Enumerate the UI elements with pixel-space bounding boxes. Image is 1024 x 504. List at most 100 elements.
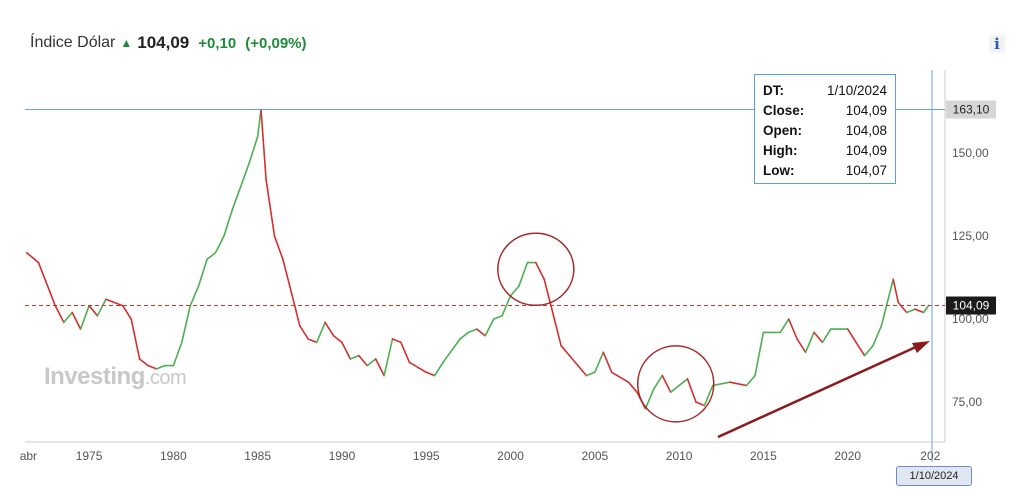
price-segment	[88, 304, 99, 317]
price-segment	[652, 374, 664, 390]
price-segment	[324, 321, 335, 337]
price-segment	[602, 351, 613, 374]
price-segment	[922, 304, 930, 314]
price-segment	[872, 324, 883, 347]
highlight-circle-2001	[497, 232, 575, 307]
price-segment	[593, 351, 605, 374]
current-price-badge: 104,09	[946, 296, 996, 315]
price-segment	[779, 318, 790, 334]
price-segment	[315, 321, 326, 344]
trend-arrow-head	[912, 341, 930, 353]
price-segment	[189, 285, 200, 307]
price-change-pct: (+0,09%)	[245, 34, 307, 52]
x-tick-label: 2020	[834, 449, 861, 463]
price-segment	[703, 384, 714, 407]
price-segment	[408, 361, 428, 374]
highlight-circle-2010	[636, 345, 715, 423]
high-price-badge: 163,10	[946, 100, 996, 119]
price-segment	[25, 251, 40, 264]
price-segment	[467, 328, 478, 334]
price-segment	[400, 341, 411, 364]
price-segment	[754, 331, 765, 377]
last-price: 104,09	[137, 33, 190, 52]
price-segment	[62, 311, 73, 324]
price-segment	[366, 358, 377, 367]
current-price-badge-bg	[946, 296, 996, 315]
price-segment	[661, 374, 672, 394]
x-tick-label: 2010	[666, 449, 693, 463]
x-tick-label: 1980	[160, 449, 187, 463]
price-segment	[804, 331, 815, 354]
price-segment	[240, 162, 250, 188]
tooltip-row-high: High: 104,09	[763, 143, 887, 158]
price-segment	[349, 354, 360, 360]
price-segment	[686, 378, 697, 403]
price-segment	[37, 261, 57, 307]
price-segment	[307, 338, 318, 344]
x-tick-label: abr	[20, 449, 37, 463]
price-segment	[518, 261, 529, 287]
price-segment	[627, 381, 638, 394]
price-segment	[560, 344, 571, 357]
up-arrow-icon: ▲	[120, 36, 133, 50]
tooltip-row-open: Open: 104,08	[763, 123, 887, 138]
instrument-name: Índice Dólar	[30, 34, 116, 51]
investing-logo: Investing.com	[44, 363, 187, 390]
y-tick-label: 150,00	[952, 146, 989, 160]
price-segment	[678, 378, 689, 387]
price-segment	[728, 381, 748, 387]
crosshair-date-badge: 1/10/2024	[896, 466, 972, 486]
y-tick-label: 100,00	[952, 312, 989, 326]
price-segment	[273, 235, 284, 261]
current-price-badge-text: 104,09	[953, 299, 990, 313]
price-segment	[155, 364, 166, 370]
x-tick-label: 1990	[329, 449, 356, 463]
x-tick-label: 2005	[581, 449, 608, 463]
price-segment	[54, 304, 65, 324]
tooltip-row-date: DT: 1/10/2024	[763, 83, 887, 98]
x-tick-label: 2000	[497, 449, 524, 463]
price-segment	[138, 358, 149, 367]
y-tick-label: 75,00	[952, 395, 982, 409]
price-segment	[577, 364, 588, 377]
price-segment	[509, 285, 520, 297]
trend-arrow-shaft	[717, 344, 919, 439]
price-segment	[585, 371, 596, 377]
price-segment	[105, 298, 124, 307]
price-segment	[260, 108, 267, 181]
price-segment	[290, 291, 301, 327]
price-segment	[147, 364, 158, 370]
price-segment	[172, 341, 183, 367]
price-segment	[357, 354, 369, 367]
price-segment	[846, 328, 857, 344]
price-segment	[745, 374, 756, 387]
price-segment	[863, 344, 874, 357]
x-tick-label: 1995	[413, 449, 440, 463]
info-icon[interactable]: i	[989, 35, 1005, 53]
price-segment	[391, 338, 402, 344]
tooltip-row-close: Close: 104,09	[763, 103, 887, 118]
price-segment	[248, 135, 259, 164]
ohlc-tooltip: DT: 1/10/2024 Close: 104,09 Open: 104,08…	[754, 74, 896, 184]
price-segment	[501, 295, 512, 317]
price-segment	[459, 331, 470, 340]
price-segment	[914, 308, 925, 314]
price-segment	[130, 318, 141, 360]
x-tick-label: 202	[920, 449, 940, 463]
price-segment	[181, 304, 191, 344]
price-change: +0,10	[198, 34, 237, 52]
price-segment	[282, 258, 293, 294]
price-segment	[796, 338, 807, 354]
price-segment	[821, 328, 832, 344]
price-segment	[206, 251, 217, 261]
price-segment	[122, 304, 132, 320]
price-segment	[855, 341, 866, 357]
price-segment	[880, 278, 895, 327]
x-tick-label: 1985	[244, 449, 271, 463]
price-segment	[610, 371, 630, 384]
instrument-header: Índice Dólar ▲ 104,09 +0,10 (+0,09%)	[30, 33, 307, 53]
price-segment	[813, 331, 824, 344]
price-segment	[433, 361, 444, 377]
price-segment	[79, 304, 90, 330]
